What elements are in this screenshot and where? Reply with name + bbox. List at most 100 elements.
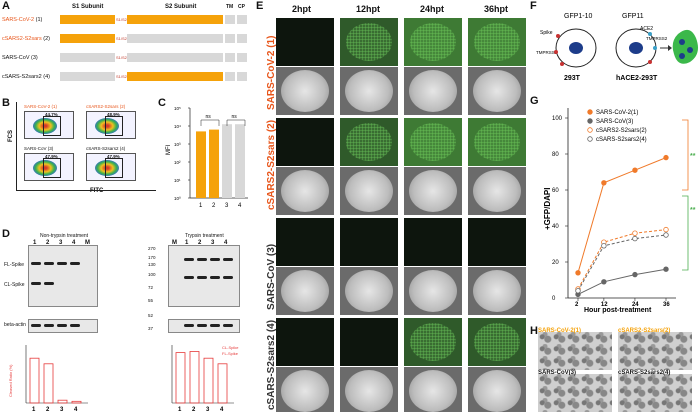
s1-bar — [60, 53, 115, 62]
blot-left — [28, 245, 98, 307]
facs-percent: 47.9% — [45, 154, 58, 159]
ace2-label: ACE2 — [640, 26, 653, 32]
actin-band — [44, 324, 54, 327]
facs-title: cSARS2-S2sars (2) — [86, 104, 126, 109]
lane-label-right: 4 — [224, 240, 228, 246]
mw-marker: 72 — [148, 285, 154, 290]
series-line — [577, 157, 667, 273]
fl-label: FL-Spike — [4, 262, 25, 268]
a-row-num: (4) — [41, 74, 50, 80]
brightfield-image — [276, 267, 334, 315]
a-row-label: cSARS-S2sars2 (4) — [2, 74, 50, 80]
facs-plot: 47.9% — [86, 153, 136, 181]
tm-bar — [225, 53, 235, 62]
brightfield-image — [404, 367, 462, 412]
series-point — [575, 270, 581, 276]
a-row-name: SARS-CoV-2 — [2, 17, 35, 23]
mfi-bar — [196, 131, 206, 198]
panel-label-f: F — [530, 0, 537, 12]
series-point — [663, 154, 669, 161]
s2-bar — [127, 34, 223, 43]
mw-marker: 100 — [148, 272, 156, 277]
gfp2-label: GFP11 — [622, 13, 644, 20]
g-xlabel: Hour post-treatment — [584, 307, 652, 314]
actin-band-trypsin — [223, 324, 233, 327]
microscopy-image — [618, 374, 692, 412]
fluorescence-image — [404, 318, 462, 366]
cleaved-bar — [189, 351, 200, 404]
microscopy-image — [618, 332, 692, 370]
g-xtick: 12 — [601, 302, 608, 308]
legend-entry: cSARS2-S2sars(2) — [596, 128, 647, 134]
cl-label: CL-Spike — [4, 282, 25, 288]
brightfield-image — [468, 167, 526, 215]
series-point — [632, 271, 638, 278]
a-row-name: SARS-CoV — [2, 55, 30, 61]
a-row-name: cSARS-S2sars2 — [2, 74, 42, 80]
actin-band-trypsin — [210, 324, 220, 327]
syncytium-icon — [672, 29, 698, 64]
brightfield-image — [340, 167, 398, 215]
fl-band — [44, 262, 54, 265]
series-point — [601, 279, 607, 285]
g-ytick: 100 — [552, 116, 563, 122]
sig1-label: ** — [690, 153, 696, 160]
d-title-right: Trypsin treatment — [185, 233, 224, 239]
series-line — [577, 234, 667, 292]
mfi-tick: 10⁰ — [174, 196, 181, 201]
fluorescence-image — [276, 18, 334, 66]
fluorescence-image — [468, 118, 526, 166]
a-row-label: SARS-CoV-2 (1) — [2, 17, 42, 23]
cell1-label: 293T — [564, 75, 581, 82]
s1-bar — [60, 34, 115, 43]
mw-marker: 37 — [148, 326, 154, 331]
lane-label-right: 3 — [211, 240, 215, 246]
fl-band-trypsin — [210, 258, 220, 261]
s2-bar — [127, 15, 223, 24]
fl-band — [57, 262, 67, 265]
facs-percent: 44.7% — [45, 112, 58, 117]
series-point — [601, 180, 607, 186]
nucleus-icon-2 — [629, 42, 643, 54]
a-row-num: (1) — [34, 17, 43, 23]
actin-band — [31, 324, 41, 327]
facs-title: SARS-CoV-2 (1) — [24, 104, 58, 109]
fluorescence-image — [276, 118, 334, 166]
mfi-bar — [209, 129, 219, 198]
mw-marker: 55 — [148, 298, 154, 303]
brightfield-image — [404, 67, 462, 115]
brightfield-image — [276, 167, 334, 215]
cleaved-cat: 3 — [206, 407, 210, 412]
s2-bar — [127, 72, 223, 81]
lane-label: 4 — [72, 240, 76, 246]
panel-label-b: B — [2, 97, 10, 109]
microscopy-image — [538, 374, 612, 412]
time-header: 12hpt — [356, 4, 381, 14]
cleaved-bar — [43, 363, 54, 404]
cleavage-site: S1/S2 — [116, 74, 127, 79]
brightfield-image — [276, 67, 334, 115]
legend-entry: SARS-CoV(3) — [596, 119, 633, 125]
g-ytick: 20 — [552, 260, 559, 266]
cleaved-bar — [29, 357, 40, 404]
fluorescence-image — [468, 218, 526, 266]
mfi-tick: 10⁴ — [174, 124, 181, 129]
mfi-cat: 4 — [238, 203, 242, 209]
brightfield-image — [404, 167, 462, 215]
cleaved-cat: 3 — [60, 407, 64, 412]
lane-label: 2 — [46, 240, 50, 246]
mw-marker: 130 — [148, 262, 156, 267]
cp-bar — [237, 53, 247, 62]
actin-label: beta-actin — [4, 322, 26, 328]
mw-marker: 170 — [148, 255, 156, 260]
a-row-num: (3) — [29, 55, 38, 61]
a-row-num: (2) — [41, 36, 50, 42]
panel-label-h: H — [530, 325, 538, 337]
lane-label: 3 — [59, 240, 63, 246]
fluorescence-image — [404, 18, 462, 66]
time-header: 24hpt — [420, 4, 445, 14]
lane-label-right: 1 — [185, 240, 189, 246]
fluorescence-image — [404, 218, 462, 266]
mfi-ylabel: MFI — [166, 144, 172, 155]
